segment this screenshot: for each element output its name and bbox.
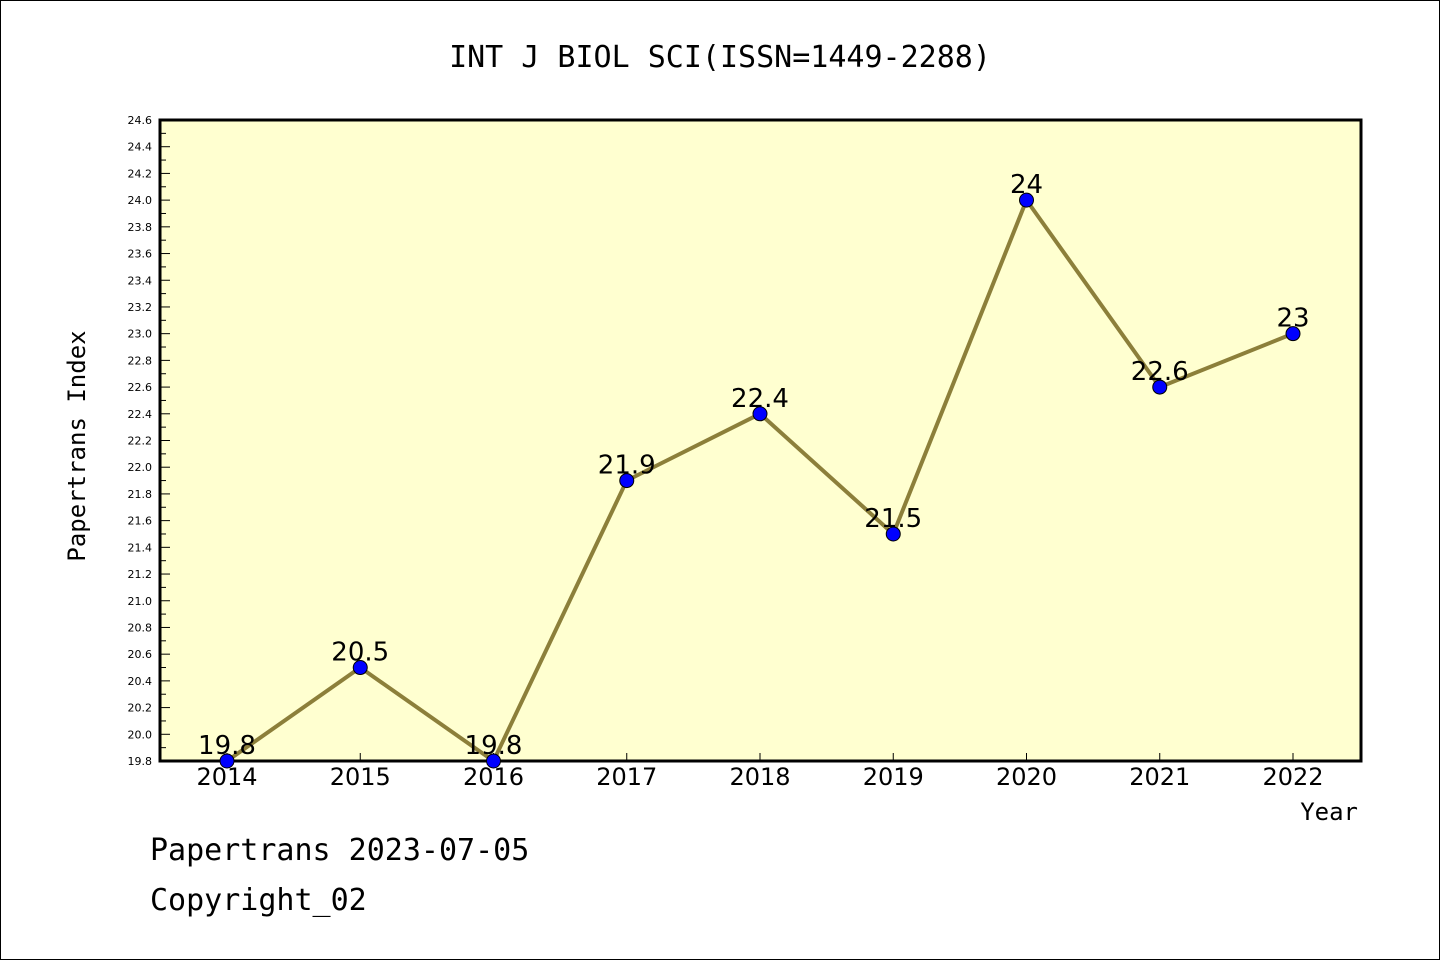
y-tick-label: 20.6 bbox=[128, 648, 153, 661]
y-axis-label: Papertrans Index bbox=[63, 330, 91, 561]
data-label: 22.6 bbox=[1131, 357, 1189, 387]
y-tick-label: 20.2 bbox=[128, 702, 153, 715]
series-layer bbox=[219, 192, 1301, 769]
y-tick-label: 19.8 bbox=[128, 755, 153, 768]
x-tick-label: 2021 bbox=[1129, 763, 1190, 791]
x-axis-label: Year bbox=[1300, 798, 1358, 826]
footer-copyright: Copyright_02 bbox=[150, 883, 367, 918]
x-tick-label: 2018 bbox=[729, 763, 790, 791]
y-tick-label: 22.8 bbox=[128, 354, 153, 367]
data-label: 21.5 bbox=[864, 504, 922, 534]
data-label: 24 bbox=[1010, 170, 1043, 200]
y-tick-label: 23.8 bbox=[128, 221, 153, 234]
data-label: 19.8 bbox=[465, 731, 523, 761]
y-tick-label: 22.4 bbox=[128, 408, 153, 421]
y-tick-label: 20.0 bbox=[128, 728, 153, 741]
chart-title: INT J BIOL SCI(ISSN=1449-2288) bbox=[449, 40, 991, 75]
x-tick-label: 2022 bbox=[1262, 763, 1323, 791]
y-tick-label: 24.4 bbox=[128, 141, 153, 154]
y-tick-label: 21.2 bbox=[128, 568, 153, 581]
y-axis: 19.8 20.0 20.2 20.4 20.6 20.8 21.0 21.2 21.4 21.6… bbox=[128, 114, 170, 768]
y-tick-label: 21.0 bbox=[128, 595, 153, 608]
data-point bbox=[1285, 326, 1301, 342]
data-point bbox=[885, 526, 901, 542]
y-tick-label: 23.4 bbox=[128, 274, 153, 287]
footer-date: Papertrans 2023-07-05 bbox=[150, 833, 530, 868]
data-labels: 19.8 20.5 19.8 21.9 22.4 21.5 24 22.6 23 bbox=[198, 170, 1309, 761]
y-tick-label: 21.8 bbox=[128, 488, 153, 501]
y-tick-label: 23.2 bbox=[128, 301, 153, 314]
y-tick-label: 24.2 bbox=[128, 167, 153, 180]
data-label: 20.5 bbox=[331, 638, 389, 668]
data-point bbox=[1019, 192, 1034, 208]
x-tick-label: 2017 bbox=[596, 763, 657, 791]
data-point bbox=[352, 660, 368, 676]
y-tick-label: 21.4 bbox=[128, 541, 153, 554]
data-point bbox=[219, 753, 235, 769]
y-tick-label: 24.6 bbox=[128, 114, 153, 127]
y-tick-label: 21.6 bbox=[128, 515, 153, 528]
x-tick-label: 2015 bbox=[330, 763, 391, 791]
x-tick-label: 2020 bbox=[996, 763, 1057, 791]
y-tick-label: 24.0 bbox=[128, 194, 153, 207]
data-label: 22.4 bbox=[731, 384, 789, 414]
data-label: 21.9 bbox=[598, 451, 656, 481]
x-tick-label: 2019 bbox=[863, 763, 924, 791]
data-point bbox=[1152, 379, 1168, 395]
y-tick-label: 20.8 bbox=[128, 621, 153, 634]
plot-area bbox=[158, 118, 1363, 763]
data-point bbox=[752, 406, 768, 422]
y-tick-label: 22.6 bbox=[128, 381, 153, 394]
data-label: 23 bbox=[1276, 304, 1309, 334]
y-tick-label: 23.0 bbox=[128, 328, 153, 341]
data-point bbox=[619, 473, 635, 489]
y-tick-label: 22.2 bbox=[128, 435, 153, 448]
y-tick-label: 23.6 bbox=[128, 248, 153, 261]
data-point bbox=[486, 753, 501, 769]
y-tick-label: 22.0 bbox=[128, 461, 153, 474]
y-tick-label: 20.4 bbox=[128, 675, 153, 688]
data-label: 19.8 bbox=[198, 731, 256, 761]
